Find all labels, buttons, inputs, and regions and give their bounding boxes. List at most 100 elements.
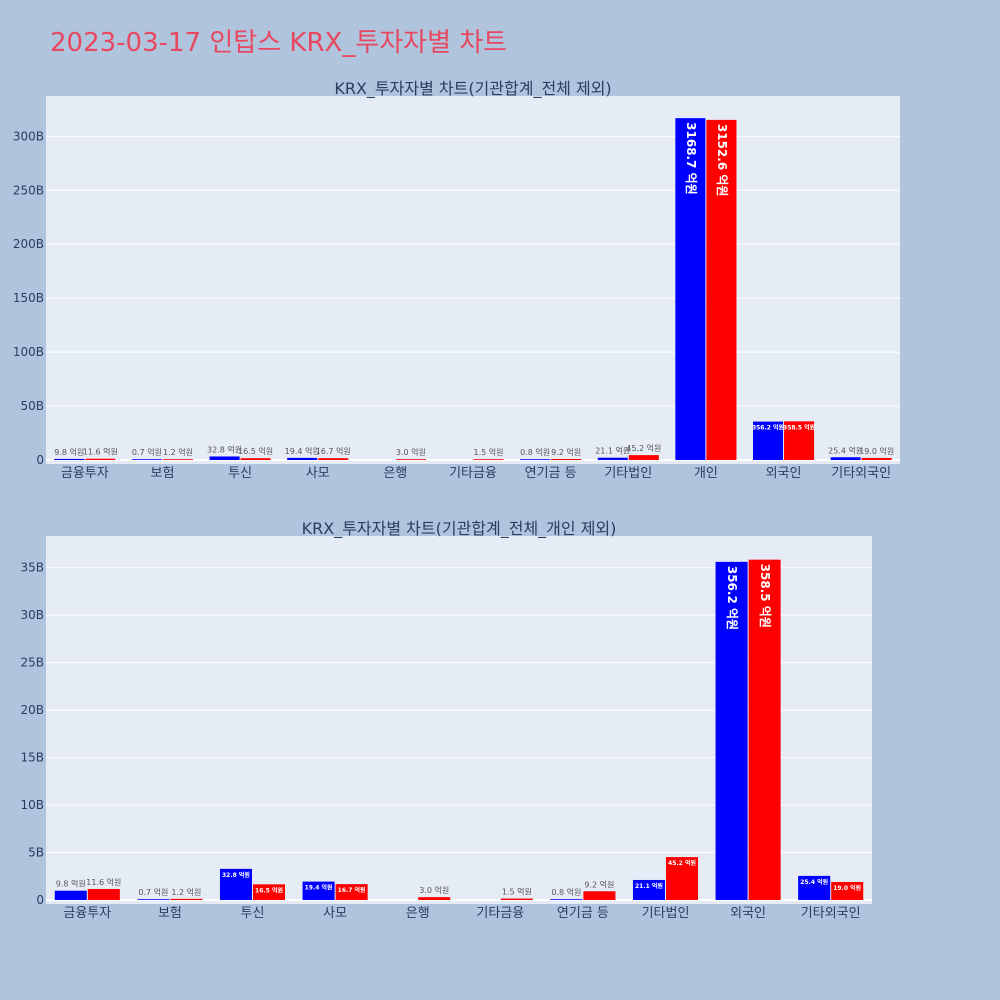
data-label: 32.8 억원 [207, 444, 242, 454]
x-tick-label: 기타외국인 [831, 466, 891, 481]
plot-area [46, 536, 872, 904]
y-tick-label: 25B [20, 656, 44, 670]
data-label: 3.0 억원 [419, 885, 449, 895]
x-tick-label: 보험 [150, 466, 174, 481]
x-tick-label: 은행 [383, 465, 407, 481]
bar [418, 897, 451, 900]
page-title: 2023-03-17 인탑스 KRX_투자자별 차트 [50, 28, 508, 58]
bar [318, 458, 349, 460]
chart-investor-ex-individual: KRX_투자자별 차트(기관합계_전체_개인 제외) 0 5B 10B 15B 20B 25… [20, 519, 872, 921]
data-label: 1.2 억원 [163, 447, 193, 457]
data-label: 358.5 억원 [758, 564, 772, 628]
data-label: 1.5 억원 [502, 887, 532, 897]
data-label: 19.0 억원 [859, 446, 894, 456]
x-tick-label: 금융투자 [61, 466, 109, 481]
data-label: 356.2 억원 [725, 566, 739, 630]
bar [85, 458, 116, 460]
bar [715, 561, 748, 900]
bar [830, 457, 861, 460]
plot-area [46, 96, 900, 464]
bar [54, 458, 85, 460]
bar [520, 459, 551, 460]
bar [706, 119, 737, 460]
y-tick-label: 0 [36, 893, 44, 907]
x-tick-label: 연기금 등 [557, 906, 609, 921]
bar [748, 559, 781, 900]
bar [550, 899, 583, 900]
bar [287, 457, 318, 460]
data-label: 19.4 억원 [305, 884, 333, 892]
y-tick-label: 150B [13, 291, 44, 305]
data-label: 9.2 억원 [551, 447, 581, 457]
data-label: 3.0 억원 [396, 447, 426, 457]
bar [831, 881, 864, 900]
x-tick-label: 금융투자 [63, 906, 111, 921]
x-tick-label: 기타법인 [604, 466, 652, 481]
y-tick-label: 0 [36, 453, 44, 467]
data-label: 16.7 억원 [316, 446, 351, 456]
y-tick-label: 250B [13, 183, 44, 197]
bar [209, 456, 240, 460]
data-label: 9.8 억원 [54, 447, 84, 457]
bar [583, 891, 616, 900]
y-tick-label: 300B [13, 129, 44, 143]
bar [219, 868, 252, 900]
x-tick-label: 사모 [323, 906, 347, 921]
bar [240, 458, 271, 460]
data-label: 9.2 억원 [584, 879, 614, 889]
x-tick-label: 은행 [406, 905, 430, 921]
bar [666, 857, 699, 900]
data-label: 25.4 억원 [828, 445, 863, 455]
bar [131, 459, 162, 460]
y-tick-label: 5B [28, 846, 44, 860]
data-label: 45.2 억원 [626, 443, 661, 453]
x-tick-label: 보험 [158, 906, 182, 921]
bar [335, 884, 368, 900]
data-label: 358.5 억원 [783, 423, 815, 431]
x-tick-label: 투신 [241, 906, 265, 921]
y-tick-label: 15B [20, 751, 44, 765]
y-tick-label: 30B [20, 608, 44, 622]
x-tick-label: 기타금융 [449, 466, 497, 481]
chart-investor-all: KRX_투자자별 차트(기관합계_전체 제외) 0 50B 100B 150B 200B 2… [13, 79, 900, 481]
data-label: 21.1 억원 [595, 446, 630, 456]
bar [632, 879, 665, 900]
x-tick-label: 연기금 등 [525, 466, 577, 481]
data-label: 16.5 억원 [255, 886, 283, 894]
data-label: 16.7 억원 [338, 886, 366, 894]
data-label: 19.0 억원 [833, 884, 861, 892]
data-label: 11.6 억원 [86, 877, 121, 887]
bar [597, 457, 628, 460]
data-label: 45.2 억원 [668, 859, 696, 867]
x-tick-label: 개인 [694, 466, 718, 481]
data-label: 19.4 억원 [285, 446, 320, 456]
x-tick-label: 기타법인 [642, 906, 690, 921]
x-tick-label: 기타외국인 [801, 906, 861, 921]
x-tick-label: 외국인 [766, 466, 802, 481]
x-tick-label: 투신 [228, 466, 252, 481]
y-tick-label: 50B [20, 399, 44, 413]
bar [861, 457, 892, 460]
data-label: 1.2 억원 [171, 887, 201, 897]
bar [170, 898, 203, 900]
bar [752, 421, 784, 460]
x-tick-label: 외국인 [730, 906, 766, 921]
data-label: 11.6 억원 [83, 447, 118, 457]
y-tick-label: 35B [20, 561, 44, 575]
bar [302, 881, 335, 900]
x-tick-label: 기타금융 [476, 906, 524, 921]
data-label: 1.5 억원 [474, 447, 504, 457]
bar [675, 118, 706, 460]
bar [54, 890, 87, 900]
bar [162, 459, 194, 460]
bar [798, 875, 831, 900]
data-label: 16.5 억원 [238, 446, 273, 456]
data-label: 25.4 억원 [800, 878, 828, 886]
bar [473, 459, 504, 460]
bar [253, 884, 286, 900]
data-label: 0.8 억원 [520, 447, 550, 457]
data-label: 0.7 억원 [138, 887, 168, 897]
data-label: 356.2 억원 [752, 424, 784, 432]
y-tick-label: 20B [20, 703, 44, 717]
